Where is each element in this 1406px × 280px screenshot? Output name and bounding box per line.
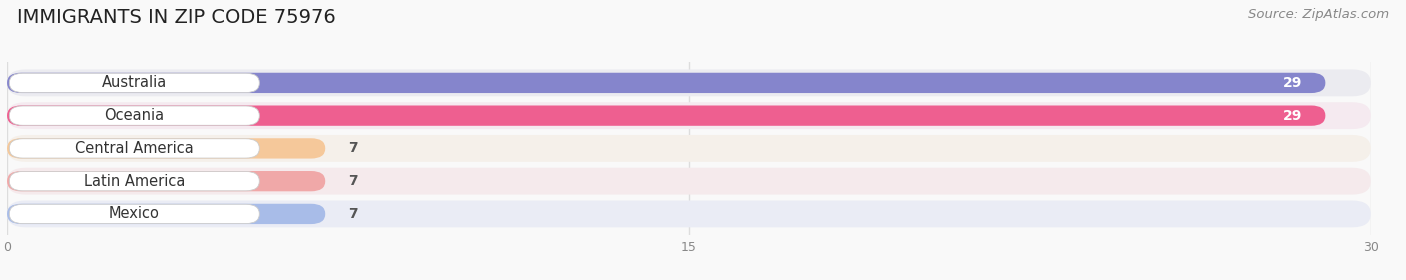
Text: Oceania: Oceania [104, 108, 165, 123]
Text: IMMIGRANTS IN ZIP CODE 75976: IMMIGRANTS IN ZIP CODE 75976 [17, 8, 336, 27]
FancyBboxPatch shape [7, 168, 1371, 195]
FancyBboxPatch shape [10, 139, 259, 158]
FancyBboxPatch shape [10, 73, 259, 92]
FancyBboxPatch shape [7, 135, 1371, 162]
FancyBboxPatch shape [7, 102, 1371, 129]
FancyBboxPatch shape [7, 106, 1326, 126]
Text: Mexico: Mexico [108, 206, 160, 221]
Text: Australia: Australia [101, 75, 167, 90]
FancyBboxPatch shape [7, 171, 325, 191]
FancyBboxPatch shape [7, 204, 325, 224]
Text: 7: 7 [347, 141, 357, 155]
Text: Latin America: Latin America [83, 174, 186, 189]
FancyBboxPatch shape [7, 138, 325, 158]
Text: 29: 29 [1284, 76, 1302, 90]
FancyBboxPatch shape [10, 172, 259, 191]
Text: 29: 29 [1284, 109, 1302, 123]
FancyBboxPatch shape [7, 200, 1371, 227]
FancyBboxPatch shape [7, 69, 1371, 96]
Text: Source: ZipAtlas.com: Source: ZipAtlas.com [1249, 8, 1389, 21]
FancyBboxPatch shape [10, 106, 259, 125]
Text: 7: 7 [347, 174, 357, 188]
FancyBboxPatch shape [10, 204, 259, 223]
Text: Central America: Central America [75, 141, 194, 156]
Text: 7: 7 [347, 207, 357, 221]
FancyBboxPatch shape [7, 73, 1326, 93]
